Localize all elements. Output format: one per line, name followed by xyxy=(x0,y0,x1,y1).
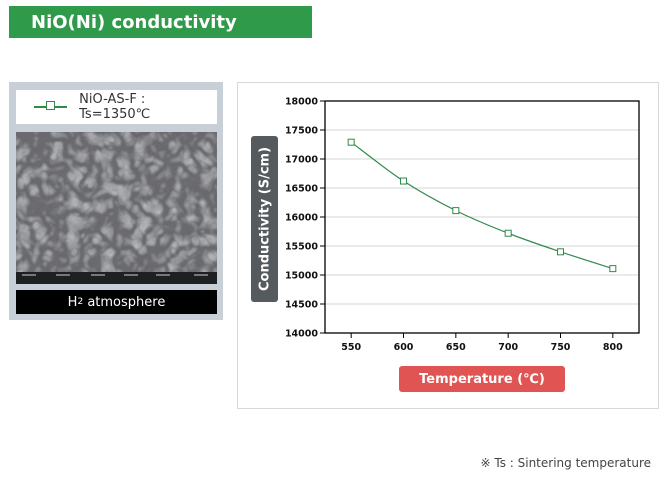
data-point xyxy=(557,248,564,256)
legend-marker-icon xyxy=(34,101,68,113)
atmosphere-main: H xyxy=(67,294,78,310)
data-point xyxy=(504,229,512,237)
legend-label: NiO-AS-F : Ts=1350℃ xyxy=(79,92,151,122)
data-point xyxy=(347,138,355,146)
y-tick-label: 17500 xyxy=(285,126,318,137)
x-tick-label: 700 xyxy=(498,342,518,353)
x-tick-label: 600 xyxy=(394,342,414,353)
plot-frame xyxy=(324,100,640,334)
y-axis-label-box: Conductivity (S/cm) xyxy=(251,136,278,302)
y-tick-label: 16000 xyxy=(285,213,318,224)
y-tick-label: 18000 xyxy=(285,97,318,108)
series-line xyxy=(350,141,614,270)
sem-info-bar xyxy=(16,272,217,284)
y-tick-label: 14500 xyxy=(285,300,318,311)
x-tick-label: 750 xyxy=(551,342,571,353)
y-axis-label: Conductivity (S/cm) xyxy=(257,146,272,292)
y-tick-label: 15000 xyxy=(285,271,318,282)
sem-micrograph-image xyxy=(16,132,217,284)
page-title: NiO(Ni) conductivity xyxy=(9,6,312,38)
sample-legend: NiO-AS-F : Ts=1350℃ xyxy=(16,90,217,124)
footnote: ※ Ts : Sintering temperature xyxy=(480,456,651,470)
data-point xyxy=(400,177,407,185)
x-tick-label: 800 xyxy=(603,342,623,353)
y-tick-label: 17000 xyxy=(285,155,318,166)
x-axis-label: Temperature (℃) xyxy=(399,366,565,392)
x-tick-label: 650 xyxy=(446,342,466,353)
atmosphere-rest: atmosphere xyxy=(83,294,166,310)
x-tick-label: 550 xyxy=(341,342,361,353)
atmosphere-subscript: 2 xyxy=(77,297,84,307)
data-point xyxy=(609,265,617,273)
y-tick-label: 16500 xyxy=(285,184,318,195)
data-point xyxy=(452,207,460,215)
y-tick-label: 15500 xyxy=(285,242,318,253)
y-tick-label: 14000 xyxy=(285,329,318,340)
